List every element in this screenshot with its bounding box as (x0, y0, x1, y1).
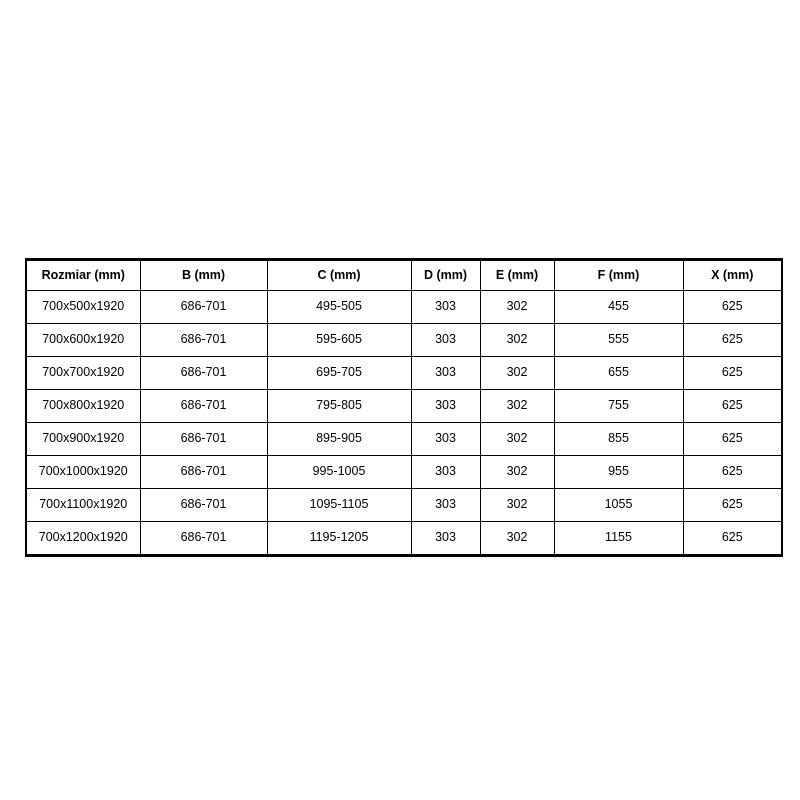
table-row: 700x1200x1920 686-701 1195-1205 303 302 1155 6… (25, 521, 783, 557)
column-header-d: D (mm) (410, 258, 481, 291)
cell-size: 700x500x1920 (25, 290, 141, 324)
cell-e: 302 (479, 389, 555, 423)
cell-x: 625 (682, 521, 783, 557)
column-header-f: F (mm) (553, 258, 684, 291)
cell-c: 795-805 (266, 389, 412, 423)
cell-size: 700x700x1920 (25, 356, 141, 390)
table-row: 700x600x1920 686-701 595-605 303 302 555 625 (25, 323, 783, 357)
cell-x: 625 (682, 323, 783, 357)
cell-b: 686-701 (139, 488, 268, 522)
cell-d: 303 (410, 488, 481, 522)
cell-c: 1195-1205 (266, 521, 412, 557)
cell-b: 686-701 (139, 356, 268, 390)
cell-b: 686-701 (139, 323, 268, 357)
cell-c: 995-1005 (266, 455, 412, 489)
cell-e: 302 (479, 422, 555, 456)
cell-size: 700x800x1920 (25, 389, 141, 423)
cell-e: 302 (479, 356, 555, 390)
cell-b: 686-701 (139, 521, 268, 557)
cell-c: 595-605 (266, 323, 412, 357)
cell-c: 895-905 (266, 422, 412, 456)
cell-e: 302 (479, 521, 555, 557)
cell-d: 303 (410, 389, 481, 423)
column-header-x: X (mm) (682, 258, 783, 291)
cell-c: 1095-1105 (266, 488, 412, 522)
table-row: 700x1100x1920 686-701 1095-1105 303 302 1055 6… (25, 488, 783, 522)
column-header-size: Rozmiar (mm) (25, 258, 141, 291)
cell-f: 1055 (553, 488, 684, 522)
cell-x: 625 (682, 290, 783, 324)
cell-c: 695-705 (266, 356, 412, 390)
cell-x: 625 (682, 455, 783, 489)
cell-x: 625 (682, 389, 783, 423)
cell-b: 686-701 (139, 389, 268, 423)
cell-d: 303 (410, 521, 481, 557)
cell-f: 655 (553, 356, 684, 390)
cell-x: 625 (682, 422, 783, 456)
table-body: 700x500x1920 686-701 495-505 303 302 455 625 70… (25, 290, 783, 557)
cell-d: 303 (410, 290, 481, 324)
table-row: 700x900x1920 686-701 895-905 303 302 855 625 (25, 422, 783, 456)
cell-f: 555 (553, 323, 684, 357)
cell-d: 303 (410, 455, 481, 489)
cell-size: 700x1200x1920 (25, 521, 141, 557)
column-header-c: C (mm) (266, 258, 412, 291)
table-header-row: Rozmiar (mm) B (mm) C (mm) D (mm) E (mm) F (m… (25, 258, 783, 291)
table-header: Rozmiar (mm) B (mm) C (mm) D (mm) E (mm) F (m… (25, 258, 783, 291)
cell-size: 700x600x1920 (25, 323, 141, 357)
cell-x: 625 (682, 488, 783, 522)
cell-f: 1155 (553, 521, 684, 557)
cell-f: 755 (553, 389, 684, 423)
table-row: 700x1000x1920 686-701 995-1005 303 302 955 625 (25, 455, 783, 489)
cell-b: 686-701 (139, 455, 268, 489)
cell-d: 303 (410, 356, 481, 390)
cell-b: 686-701 (139, 422, 268, 456)
cell-e: 302 (479, 323, 555, 357)
cell-b: 686-701 (139, 290, 268, 324)
cell-e: 302 (479, 455, 555, 489)
cell-f: 855 (553, 422, 684, 456)
cell-f: 455 (553, 290, 684, 324)
cell-size: 700x1100x1920 (25, 488, 141, 522)
cell-f: 955 (553, 455, 684, 489)
cell-size: 700x900x1920 (25, 422, 141, 456)
cell-e: 302 (479, 290, 555, 324)
column-header-b: B (mm) (139, 258, 268, 291)
cell-size: 700x1000x1920 (25, 455, 141, 489)
cell-d: 303 (410, 422, 481, 456)
table-row: 700x800x1920 686-701 795-805 303 302 755 625 (25, 389, 783, 423)
cell-d: 303 (410, 323, 481, 357)
cell-e: 302 (479, 488, 555, 522)
shower-enclosure-dimensions-table: Rozmiar (mm) B (mm) C (mm) D (mm) E (mm) F (m… (25, 258, 783, 557)
cell-x: 625 (682, 356, 783, 390)
cell-c: 495-505 (266, 290, 412, 324)
spec-table-container: Rozmiar (mm) B (mm) C (mm) D (mm) E (mm) F (m… (25, 258, 783, 557)
table-row: 700x700x1920 686-701 695-705 303 302 655 625 (25, 356, 783, 390)
table-row: 700x500x1920 686-701 495-505 303 302 455 625 (25, 290, 783, 324)
column-header-e: E (mm) (479, 258, 555, 291)
